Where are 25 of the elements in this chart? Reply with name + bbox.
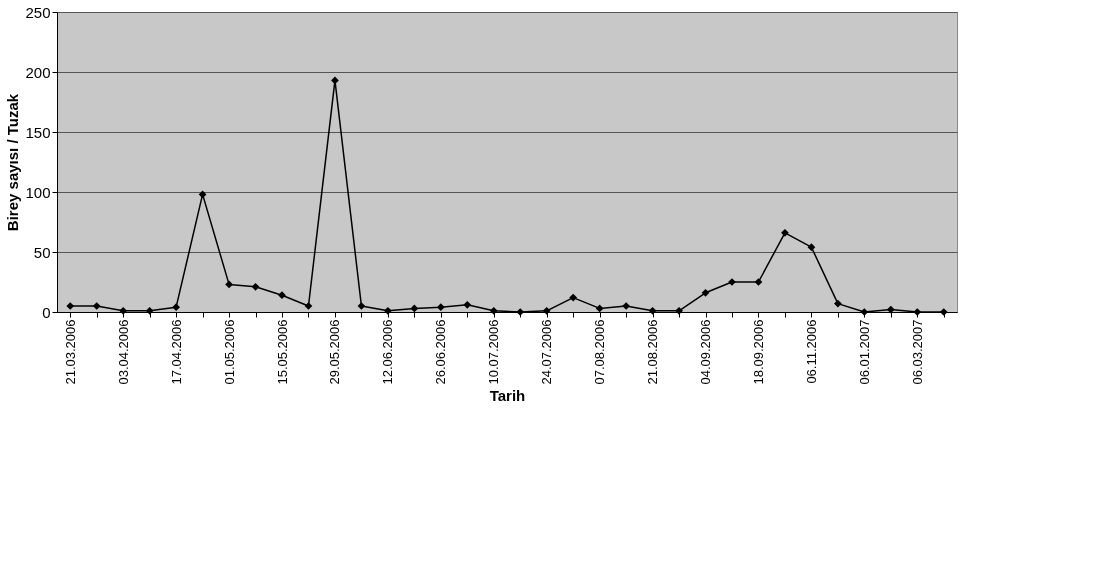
y-tick-label: 100 [25,183,51,201]
x-tick-label: 06.11.2006 [803,319,819,384]
x-tick-label: 26.06.2006 [433,319,449,385]
x-tick-label: 29.05.2006 [327,319,343,385]
x-tick-label: 06.03.2007 [909,319,925,385]
x-tick-label: 15.05.2006 [274,319,290,385]
x-tick-label: 18.09.2006 [750,319,766,385]
x-tick-label: 17.04.2006 [168,319,184,385]
x-axis-title: Tarih [489,386,526,404]
x-tick-label: 12.06.2006 [380,319,396,385]
y-axis-title: Birey sayısı / Tuzak [4,93,22,232]
x-tick-label: 06.01.2007 [856,319,872,385]
y-tick-label: 50 [33,243,51,261]
x-tick-label: 10.07.2006 [486,319,502,385]
x-tick-label: 07.08.2006 [592,319,608,385]
y-tick-label: 200 [25,63,51,81]
x-tick-label: 24.07.2006 [539,319,555,385]
y-tick-label: 150 [25,123,51,141]
y-tick-label: 0 [42,303,51,321]
y-tick-label: 250 [25,3,51,21]
x-tick-label: 01.05.2006 [221,319,237,385]
x-tick-label: 04.09.2006 [698,319,714,385]
x-tick-label: 21.08.2006 [645,319,661,385]
x-tick-label: 03.04.2006 [115,319,131,385]
x-tick-label: 21.03.2006 [62,319,78,385]
